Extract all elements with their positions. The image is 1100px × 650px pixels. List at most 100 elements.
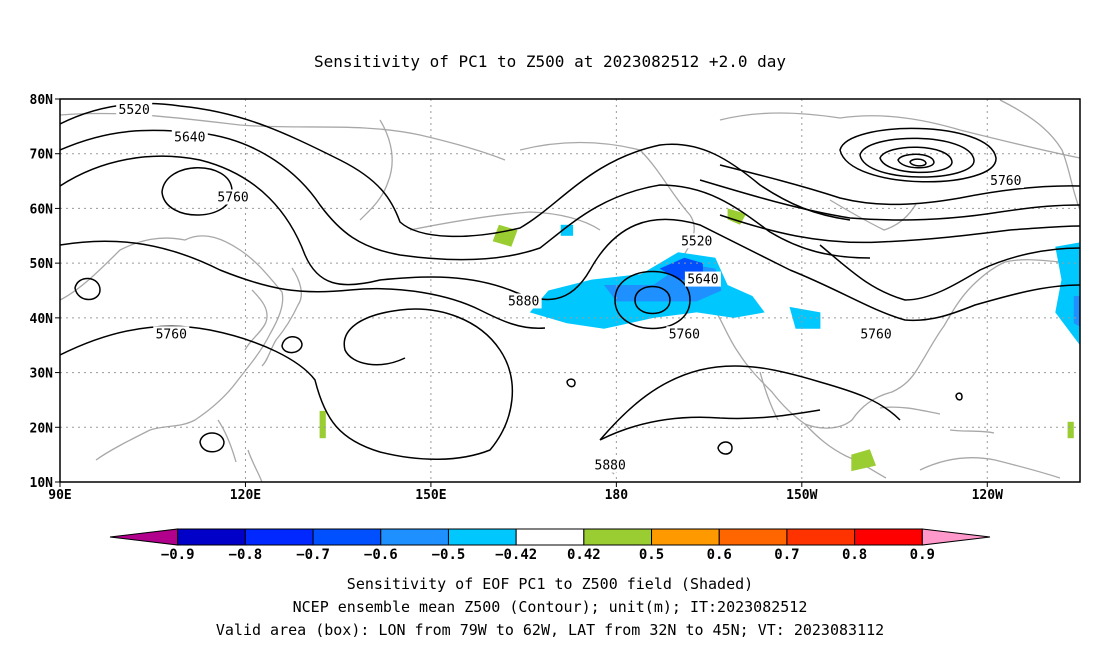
contour-label-bg bbox=[171, 129, 208, 145]
contour-5640-band bbox=[719, 214, 1080, 244]
contour-label-bg bbox=[215, 189, 252, 205]
map-frame bbox=[59, 98, 1081, 483]
contour-label: 5520 bbox=[681, 234, 712, 249]
map-title: Sensitivity of PC1 to Z500 at 2023082512… bbox=[314, 52, 786, 71]
contour-5880-east bbox=[599, 365, 901, 441]
shaded-region-5 bbox=[1073, 296, 1080, 327]
contour-label-bg bbox=[116, 101, 153, 117]
colorbar-tick-label: 0.42 bbox=[567, 547, 601, 563]
map-panel: 5520 5640 5760 5760 5880 5520 5640 5760 5760 5760… bbox=[30, 93, 1081, 503]
colorbar bbox=[109, 528, 991, 546]
contour-5400-band bbox=[719, 164, 1080, 206]
contour-small-1 bbox=[74, 277, 101, 301]
contour-small-6 bbox=[955, 392, 963, 401]
contour-small-3 bbox=[199, 432, 225, 453]
coast-greenland bbox=[999, 99, 1080, 211]
lat-tick-label: 30N bbox=[30, 367, 54, 382]
coast-gulf-mexico bbox=[804, 367, 919, 429]
colorbar-swatch-5 bbox=[447, 528, 517, 546]
contour-small-4 bbox=[717, 441, 733, 455]
contour-small-5 bbox=[566, 378, 576, 388]
coast-east-asia bbox=[60, 235, 284, 461]
colorbar-swatch-6 bbox=[515, 528, 585, 546]
contour-low-ring-2 bbox=[859, 137, 975, 178]
contour-label-bg bbox=[684, 271, 721, 287]
lat-tick-label: 50N bbox=[30, 257, 54, 272]
caption-line-2: NCEP ensemble mean Z500 (Contour); unit(… bbox=[293, 598, 808, 616]
coast-central-america bbox=[804, 423, 887, 479]
contour-label-bg bbox=[666, 326, 703, 342]
sensitivity-shading bbox=[319, 208, 1080, 472]
lat-tick-label: 10N bbox=[30, 476, 54, 491]
coast-aleutians bbox=[409, 211, 601, 231]
lon-tick-label: 90E bbox=[48, 488, 71, 503]
shaded-region-18 bbox=[319, 410, 326, 439]
contour-label-bg bbox=[592, 457, 629, 473]
lon-tick-label: 120W bbox=[972, 488, 1003, 503]
coast-taiwan-philippines bbox=[217, 419, 263, 482]
shaded-region-10 bbox=[560, 224, 574, 236]
contour-5760-low-ring bbox=[614, 270, 691, 330]
contour-low-ring-1 bbox=[839, 127, 997, 183]
contour-label-bg bbox=[505, 293, 542, 309]
contour-low-ring-3 bbox=[879, 146, 953, 174]
colorbar-tick-label: −0.8 bbox=[229, 547, 263, 563]
contour-label-bg bbox=[987, 173, 1024, 189]
lat-tick-label: 20N bbox=[30, 421, 54, 436]
contour-label: 5760 bbox=[156, 327, 187, 342]
colorbar-tick-label: 0.9 bbox=[910, 547, 935, 563]
colorbar-swatch-9 bbox=[718, 528, 788, 546]
contour-labels: 5520 5640 5760 5760 5880 5520 5640 5760 5760 5760… bbox=[116, 101, 1024, 474]
colorbar-swatch-3 bbox=[312, 528, 382, 546]
shaded-region-17 bbox=[851, 449, 876, 472]
contour-label-bg bbox=[153, 326, 190, 342]
contour-5760-east bbox=[789, 269, 1080, 322]
caption-line-1: Sensitivity of EOF PC1 to Z500 field (Sh… bbox=[347, 575, 753, 593]
shaded-region-16 bbox=[727, 208, 747, 225]
colorbar-swatch-2 bbox=[244, 528, 314, 546]
colorbar-swatch-12 bbox=[921, 528, 991, 546]
contour-low-ring-4 bbox=[897, 153, 935, 169]
colorbar-swatch-10 bbox=[786, 528, 856, 546]
contour-label-bg bbox=[858, 326, 894, 342]
lon-tick-label: 150E bbox=[415, 488, 446, 503]
lon-tick-label: 150W bbox=[786, 488, 817, 503]
contour-label: 5880 bbox=[595, 459, 626, 474]
lat-tick-label: 60N bbox=[30, 202, 54, 217]
colorbar-tick-label: −0.6 bbox=[364, 547, 398, 563]
colorbar-tick-label: −0.5 bbox=[432, 547, 466, 563]
coast-kamchatka bbox=[359, 119, 393, 221]
shaded-region-19 bbox=[1067, 421, 1074, 439]
lon-tick-label: 120E bbox=[230, 488, 261, 503]
contour-label: 5760 bbox=[990, 174, 1021, 189]
colorbar-swatch-0 bbox=[109, 528, 179, 546]
colorbar-tick-label: 0.8 bbox=[842, 547, 867, 563]
colorbar-tick-label: 0.6 bbox=[707, 547, 732, 563]
colorbar-tick-label: 0.5 bbox=[639, 547, 664, 563]
latitude-tick-labels: 80N 70N 60N 50N 40N 30N 20N 10N bbox=[30, 93, 60, 491]
contour-5880-northpac bbox=[60, 240, 546, 329]
contour-label: 5640 bbox=[174, 130, 205, 145]
lat-tick-label: 80N bbox=[30, 93, 54, 108]
contour-label-bg bbox=[678, 233, 715, 249]
colorbar-swatch-4 bbox=[380, 528, 449, 546]
colorbar-tick-label: −0.42 bbox=[495, 547, 537, 563]
contour-label: 5880 bbox=[508, 294, 539, 309]
caption-line-3: Valid area (box): LON from 79W to 62W, L… bbox=[216, 621, 884, 639]
contour-label: 5760 bbox=[669, 327, 700, 342]
contour-label: 5760 bbox=[217, 190, 248, 205]
contour-label: 5520 bbox=[119, 103, 150, 118]
contour-5880-west bbox=[60, 308, 513, 461]
contour-low-ring-5 bbox=[909, 158, 927, 167]
contour-label: 5760 bbox=[860, 327, 891, 342]
longitude-tick-labels: 90E120E150E180150W120W90W60W bbox=[48, 482, 1003, 503]
coast-canada-arctic bbox=[719, 112, 1080, 159]
colorbar-tick-label: −0.9 bbox=[161, 547, 195, 563]
colorbar-swatch-7 bbox=[583, 528, 653, 546]
coast-alaska bbox=[519, 141, 695, 256]
lat-tick-label: 40N bbox=[30, 312, 54, 327]
coast-south-america bbox=[919, 457, 1061, 479]
colorbar-swatch-11 bbox=[854, 528, 923, 546]
lat-tick-label: 70N bbox=[30, 148, 54, 163]
